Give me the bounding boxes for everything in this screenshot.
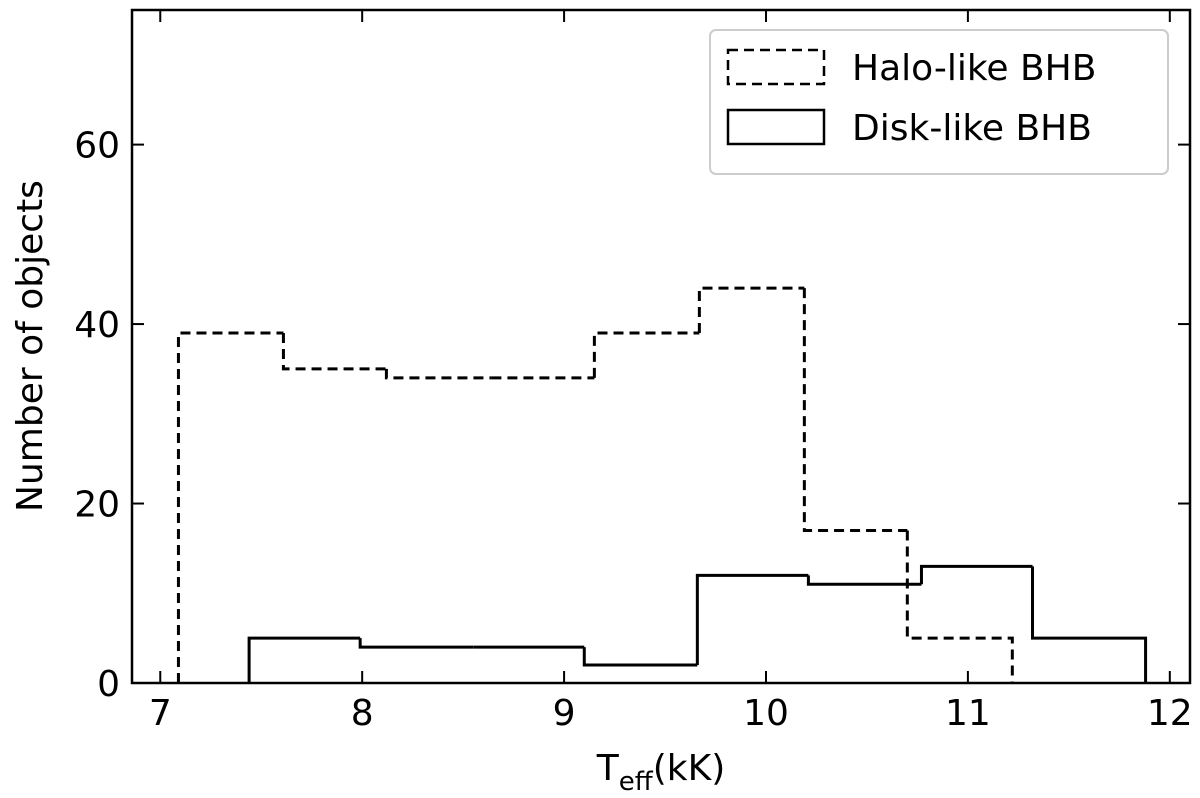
plot-frame [130,8,1192,685]
x-tick-label: 9 [553,693,576,734]
x-tick-label: 7 [149,693,172,734]
histogram-bin [1031,566,1148,683]
histogram-bin [281,333,387,371]
histogram-bin [358,638,474,649]
x-tick-label: 8 [351,693,374,734]
histogram-bin [806,575,922,586]
histogram-bin [582,647,698,667]
histogram-bin [919,564,1033,585]
x-label-sub: eff [619,767,654,794]
x-label-unit: (kK) [653,748,726,789]
legend-swatch [726,48,826,86]
x-tick-label: 10 [743,693,789,734]
histogram-bin [697,286,805,334]
histogram-bin [802,288,908,532]
y-axis-label: Number of objects [10,180,51,512]
x-tick-label: 11 [945,693,991,734]
legend-label: Disk-like BHB [852,108,1092,149]
histogram-bin [592,331,700,378]
x-axis-label: Teff(kK) [596,748,725,794]
histogram-bin [384,368,492,380]
histogram-bin [247,636,361,683]
x-tick-label: 12 [1147,693,1193,734]
x-label-main: T [596,748,620,789]
legend-swatch [726,108,826,146]
histogram-bin [176,331,284,683]
legend-label: Halo-like BHB [852,48,1096,89]
y-tick-label: 20 [74,485,120,526]
y-tick-label: 60 [74,126,120,167]
y-tick-label: 40 [74,305,120,346]
histogram-bin [905,530,1014,683]
y-tick-label: 0 [97,664,120,705]
histogram-bin [695,573,809,666]
